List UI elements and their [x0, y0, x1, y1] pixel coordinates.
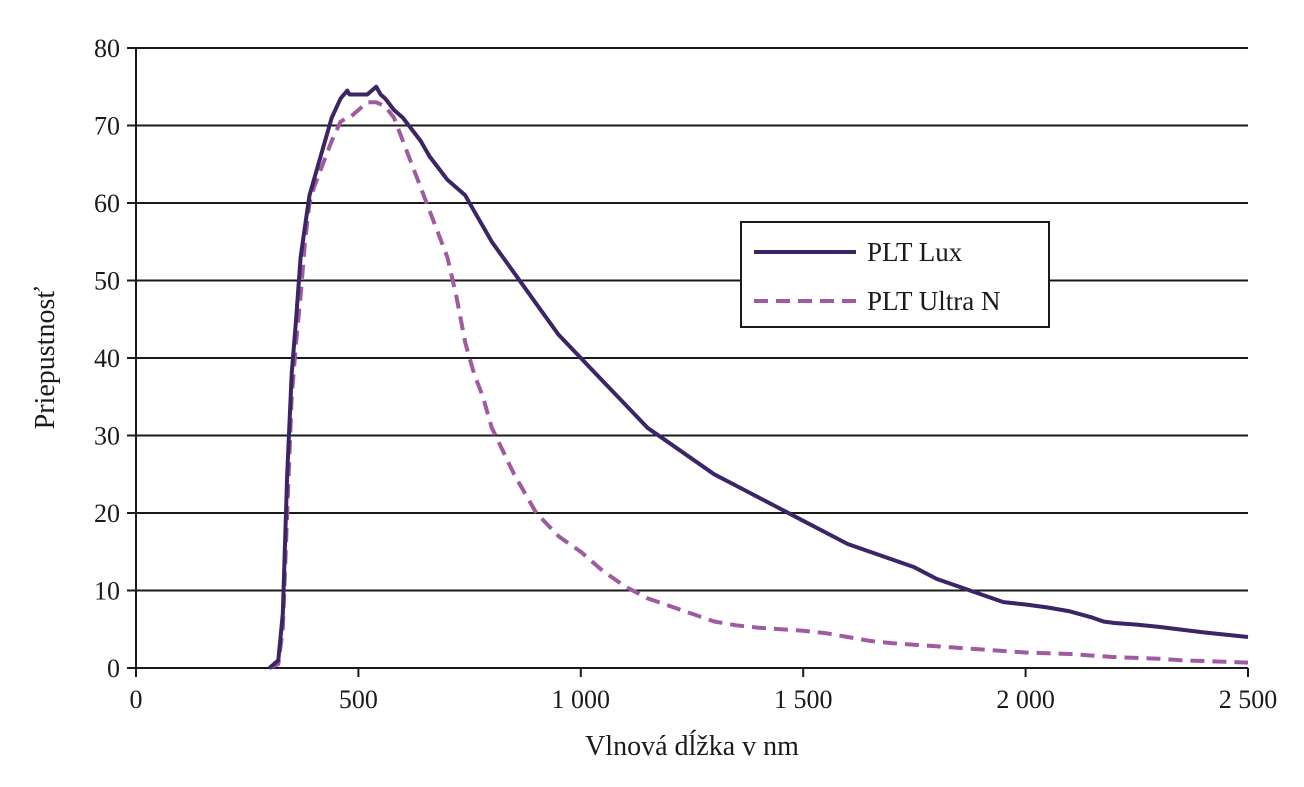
y-tick-label-70: 70: [94, 112, 120, 141]
y-tick-label-0: 0: [107, 654, 120, 683]
series-line-plt-ultra-n: [268, 100, 1249, 670]
gridlines: [136, 47, 1248, 592]
y-axis-title: Priepustnosť: [30, 287, 61, 430]
series-line-plt-lux: [268, 84, 1249, 670]
legend: PLT Lux PLT Ultra N: [740, 221, 1050, 328]
y-tick-label-50: 50: [94, 267, 120, 296]
series: [268, 84, 1249, 670]
x-tick-label-2500: 2 500: [1219, 685, 1278, 714]
y-tick-label-40: 40: [94, 344, 120, 373]
x-tick-label-0: 0: [130, 685, 143, 714]
y-tick-label-60: 60: [94, 189, 120, 218]
y-tick-label-20: 20: [94, 499, 120, 528]
legend-label-plt-lux: PLT Lux: [867, 237, 963, 267]
x-tick-label-1500: 1 500: [774, 685, 833, 714]
y-tick-label-80: 80: [94, 34, 120, 63]
x-tick-label-2000: 2 000: [996, 685, 1055, 714]
legend-label-plt-ultra-n: PLT Ultra N: [867, 286, 1001, 316]
x-tick-label-500: 500: [339, 685, 378, 714]
tick-labels: 0 10 20 30 40 50 60 70 80 0 500 1 000 1 500 2 000 2 50…: [94, 34, 1277, 714]
x-tick-label-1000: 1 000: [552, 685, 611, 714]
legend-box: [740, 221, 1050, 328]
y-tick-label-10: 10: [94, 577, 120, 606]
x-axis-title: Vlnová dĺžka v nm: [585, 731, 799, 762]
y-tick-label-30: 30: [94, 422, 120, 451]
